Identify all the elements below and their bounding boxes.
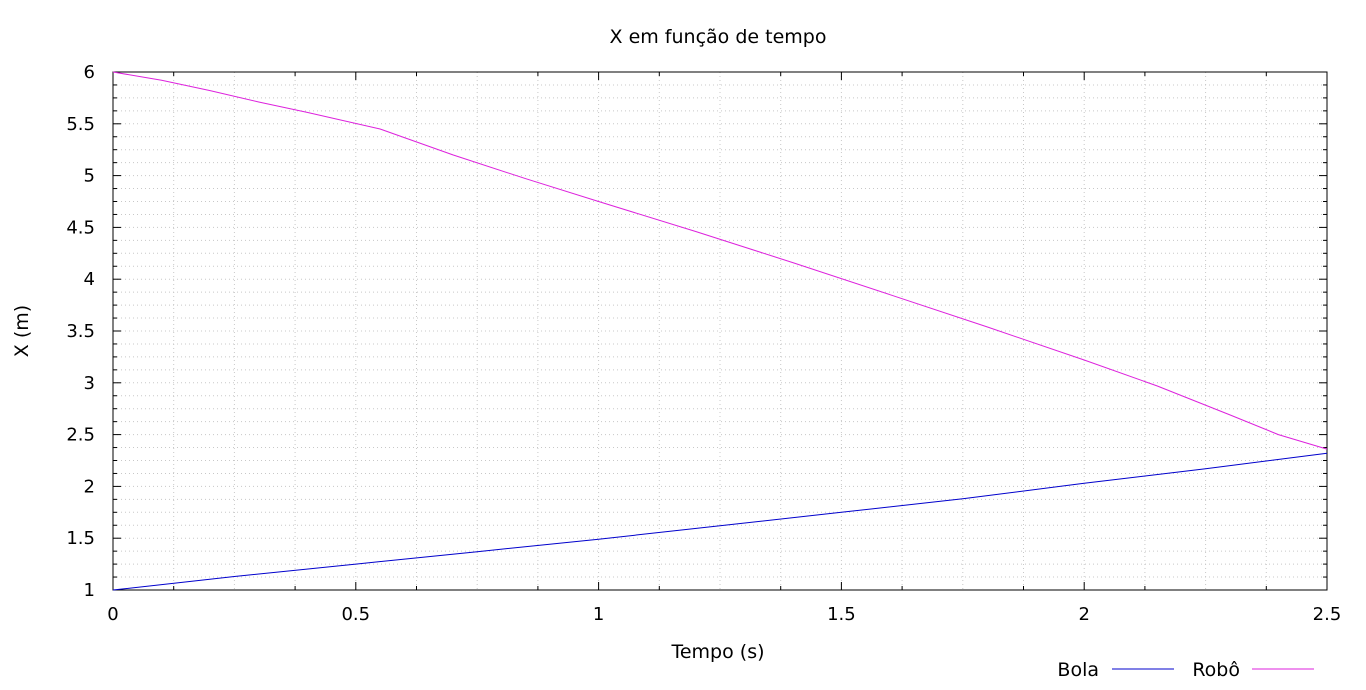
y-tick-label: 1.5 [66, 528, 95, 549]
series-line-robo [112, 71, 1328, 450]
y-axis-label: X (m) [11, 305, 33, 357]
y-tick-label: 3.5 [66, 321, 95, 342]
y-tick-label: 5.5 [66, 114, 95, 135]
x-tick-label: 1 [593, 604, 604, 625]
grid [113, 72, 1327, 590]
tick-labels: 0 0.5 1 1.5 2 2.5 1 1.5 2 2.5 3 3.5 4 4.5 5 5.5 6 [66, 62, 1341, 625]
y-tick-label: 4 [84, 269, 95, 290]
x-tick-label: 1.5 [827, 604, 856, 625]
legend-label-robo: Robô [1192, 659, 1240, 681]
x-tick-label: 0.5 [341, 604, 370, 625]
y-tick-label: 5 [84, 166, 95, 187]
chart-title: X em função de tempo [610, 26, 827, 48]
legend: Bola Robô [1057, 659, 1314, 681]
series-line-bola [112, 452, 1328, 591]
y-tick-label: 1 [84, 580, 95, 601]
series [112, 71, 1328, 591]
x-tick-label: 0 [107, 604, 118, 625]
y-tick-label: 4.5 [66, 217, 95, 238]
y-tick-label: 2.5 [66, 425, 95, 446]
x-tick-label: 2.5 [1313, 604, 1342, 625]
y-tick-label: 6 [84, 62, 95, 83]
y-tick-label: 2 [84, 476, 95, 497]
y-tick-label: 3 [84, 373, 95, 394]
x-tick-label: 2 [1078, 604, 1089, 625]
x-axis-label: Tempo (s) [670, 641, 764, 663]
plot-frame [112, 71, 1328, 591]
legend-label-bola: Bola [1057, 659, 1099, 681]
